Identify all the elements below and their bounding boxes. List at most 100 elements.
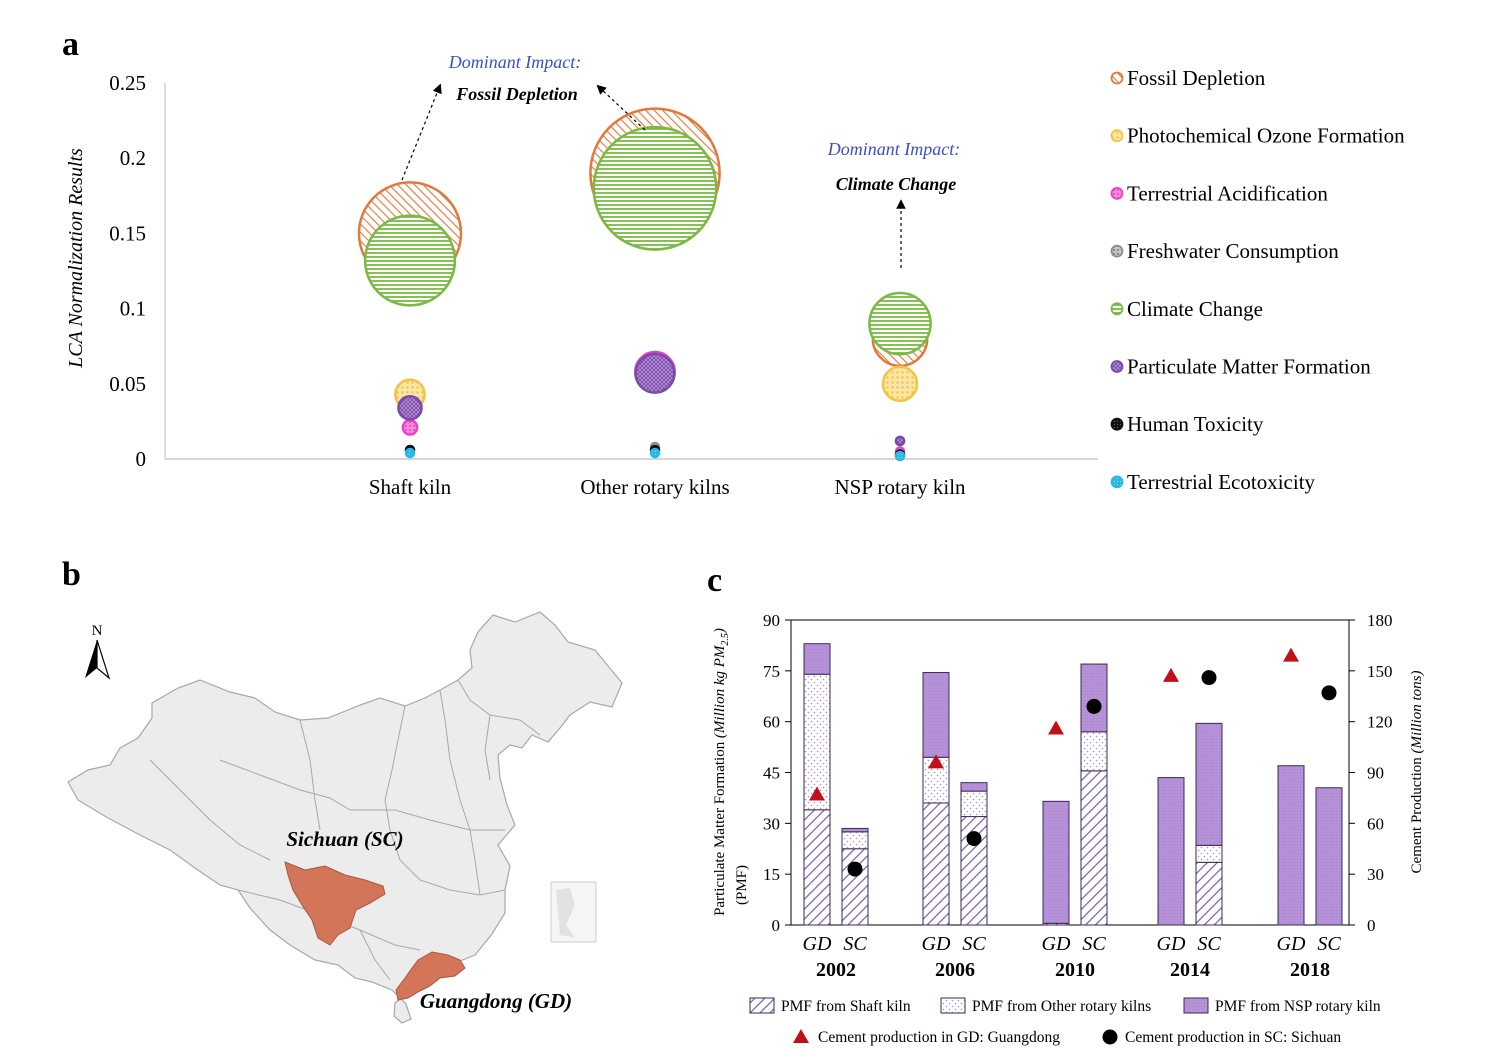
x-tick-label-year-2018: 2018 <box>1290 959 1330 981</box>
y-tick-label: 0.1 <box>120 297 146 321</box>
legend-c: PMF from Shaft kiln PMF from Other rotary… <box>749 997 1381 1046</box>
bar-pmf-from-nsp-rotary-kiln-gd-2018 <box>1277 765 1305 926</box>
y-tick-label: 0.15 <box>109 221 146 245</box>
bar-pmf-from-nsp-rotary-kiln-sc-2010 <box>1080 663 1108 733</box>
y-tick-label-right: 90 <box>1367 764 1384 783</box>
bar-pmf-from-other-rotary-kilns-sc-2002 <box>841 831 869 850</box>
bar-pmf-from-nsp-rotary-kiln-sc-2018 <box>1315 787 1343 926</box>
legend-label-pmf-from-other-rotary-kilns: PMF from Other rotary kilns <box>972 998 1151 1015</box>
plot-frame-c <box>790 619 1350 926</box>
y-tick-label-left: 0 <box>772 916 781 935</box>
legend-label-freshwater-consumption: Freshwater Consumption <box>1127 239 1339 263</box>
legend-label-terrestrial-ecotoxicity: Terrestrial Ecotoxicity <box>1127 470 1316 494</box>
panel-a: a 0 0.05 0.1 0.15 0.2 0.25 LCA Normalization … <box>62 26 1405 499</box>
x-tick-label-nsp-rotary-kiln: NSP rotary kiln <box>834 475 966 499</box>
y-tick-label-right: 60 <box>1367 814 1384 833</box>
marker-sc-2010 <box>1086 698 1102 714</box>
x-tick-label-region: GD <box>1277 933 1306 955</box>
y-axis-label-left-line2: (PMF) <box>734 865 750 905</box>
bar-pmf-from-shaft-kiln-gd-2006 <box>922 802 950 926</box>
bar-pmf-from-other-rotary-kilns-sc-2010 <box>1080 731 1108 772</box>
x-tick-label-region: SC <box>1197 933 1221 955</box>
y-tick-label: 0 <box>136 447 147 471</box>
y-tick-label-left: 75 <box>763 662 780 681</box>
bar-pmf-from-nsp-rotary-kiln-sc-2006 <box>960 782 988 792</box>
bubble-photochemical-ozone-formation-nsp-rotary-kiln <box>881 365 919 403</box>
y-tick-label-left: 60 <box>763 713 780 732</box>
x-tick-label-year-2010: 2010 <box>1055 959 1095 981</box>
legend-label-sc: Cement production in SC: Sichuan <box>1125 1029 1341 1046</box>
legend-marker-fossil-depletion <box>1110 71 1124 85</box>
bar-pmf-from-shaft-kiln-gd-2002 <box>803 809 831 926</box>
bubble-climate-change-other-rotary-kilns <box>592 125 718 251</box>
bubble-climate-change-nsp-rotary-kiln <box>868 291 932 356</box>
legend-marker-gd <box>793 1029 809 1043</box>
bar-pmf-from-shaft-kiln-sc-2002 <box>841 848 869 926</box>
panel-label-c: c <box>707 562 722 599</box>
bubble-terrestrial-acidification-shaft-kiln <box>401 419 419 436</box>
bubble-climate-change-shaft-kiln <box>363 214 457 307</box>
legend-label-photochemical-ozone-formation: Photochemical Ozone Formation <box>1127 124 1405 148</box>
legend-marker-photochemical-ozone-formation <box>1110 129 1124 143</box>
legend-marker-particulate-matter-formation <box>1110 360 1124 373</box>
y-tick-labels-a: 0 0.05 0.1 0.15 0.2 0.25 <box>109 71 146 471</box>
legend-label-human-toxicity: Human Toxicity <box>1127 412 1264 436</box>
bar-pmf-from-nsp-rotary-kiln-gd-2002 <box>803 643 831 675</box>
north-label: N <box>92 623 103 639</box>
legend-marker-sc <box>1102 1029 1118 1045</box>
x-tick-label-shaft-kiln: Shaft kiln <box>369 475 452 499</box>
marker-gd-2006 <box>928 754 944 769</box>
stacked-bars-c <box>803 643 1343 926</box>
panel-label-a: a <box>62 26 79 63</box>
marker-sc-2006 <box>966 831 982 847</box>
region-label-sichuan: Sichuan (SC) <box>286 827 403 851</box>
x-tick-label-region: GD <box>1157 933 1186 955</box>
legend-label-terrestrial-acidification: Terrestrial Acidification <box>1127 181 1328 205</box>
x-tick-label-region: GD <box>922 933 951 955</box>
legend-marker-terrestrial-acidification <box>1110 186 1124 200</box>
y-tick-label: 0.05 <box>109 372 146 396</box>
bar-pmf-from-shaft-kiln-sc-2014 <box>1195 861 1223 926</box>
bar-pmf-from-nsp-rotary-kiln-gd-2006 <box>922 672 950 758</box>
y-tick-label-right: 30 <box>1367 865 1384 884</box>
y-tick-label: 0.25 <box>109 71 146 95</box>
marker-sc-2018 <box>1321 685 1337 701</box>
panel-b: b N Sichuan (S <box>62 556 623 1024</box>
x-tick-label-region: SC <box>843 933 867 955</box>
legend-marker-climate-change <box>1110 302 1124 316</box>
panel-label-b: b <box>62 556 81 593</box>
bubble-particulate-matter-formation-nsp-rotary-kiln <box>894 435 906 447</box>
y-tick-labels-right-c: 0 30 60 90 120 150 180 <box>1349 611 1393 935</box>
north-arrow-icon: N <box>85 623 111 680</box>
annotation-dominant-label-2: Dominant Impact: <box>827 139 960 159</box>
y-tick-label-left: 15 <box>763 865 780 884</box>
production-markers-c <box>809 647 1337 877</box>
bubble-terrestrial-ecotoxicity-other-rotary-kilns <box>649 447 661 459</box>
marker-gd-2010 <box>1048 720 1064 735</box>
bar-pmf-from-nsp-rotary-kiln-sc-2002 <box>841 827 869 833</box>
y-tick-label: 0.2 <box>120 146 146 170</box>
guangdong-province <box>395 951 466 1001</box>
y-axis-label-left-c: Particulate Matter Formation (Million kg… <box>712 628 750 916</box>
x-tick-labels-c: GD SC 2002 GD SC 2006 GD SC 2010 GD SC 2014 GD SC 2018 <box>803 933 1342 981</box>
marker-gd-2002 <box>809 786 825 801</box>
y-tick-label-right: 180 <box>1367 611 1393 630</box>
panel-c: c 0 15 30 45 60 75 90 0 30 60 90 120 150 180 GD SC 200… <box>707 562 1425 1046</box>
y-tick-label-left: 30 <box>763 814 780 833</box>
x-tick-label-year-2002: 2002 <box>816 959 856 981</box>
bar-pmf-from-nsp-rotary-kiln-gd-2010 <box>1042 800 1070 924</box>
marker-gd-2018 <box>1283 647 1299 662</box>
marker-gd-2014 <box>1163 667 1179 682</box>
bubble-terrestrial-ecotoxicity-shaft-kiln <box>404 447 416 459</box>
bar-pmf-from-shaft-kiln-sc-2010 <box>1080 770 1108 926</box>
y-tick-label-left: 45 <box>763 764 780 783</box>
y-axis-label-left-line1: Particulate Matter Formation (Million kg… <box>712 628 731 916</box>
bubble-plot-area <box>357 107 932 462</box>
legend-label-fossil-depletion: Fossil Depletion <box>1127 66 1266 90</box>
china-map <box>67 611 623 1024</box>
legend-a: Fossil Depletion Photochemical Ozone Form… <box>1110 66 1405 494</box>
marker-sc-2014 <box>1201 670 1217 686</box>
x-tick-label-region: SC <box>1317 933 1341 955</box>
y-tick-label-left: 90 <box>763 611 780 630</box>
